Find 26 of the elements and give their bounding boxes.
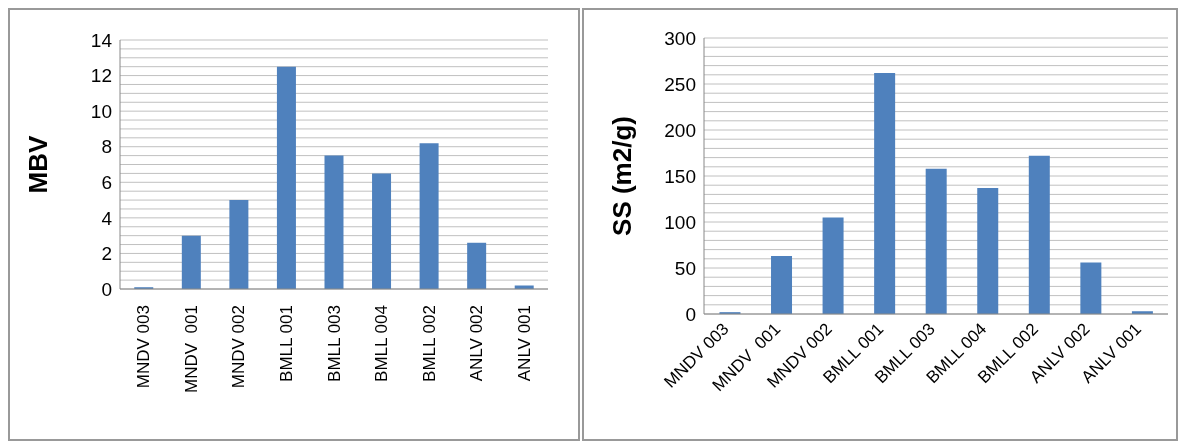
y-tick-label: 8	[101, 136, 112, 158]
y-tick-label: 250	[664, 73, 696, 95]
x-tick-label: BMLL 004	[372, 305, 392, 382]
y-tick-label: 200	[664, 119, 696, 141]
y-tick-label: 14	[90, 29, 113, 51]
y-tick-label: 10	[90, 100, 112, 122]
x-tick-label: BMLL 001	[276, 305, 296, 382]
y-tick-label: 300	[664, 27, 696, 49]
y-tick-label: 4	[101, 207, 113, 229]
y-tick-label: 6	[101, 172, 112, 194]
x-tick-label: MNDV 003	[134, 305, 154, 389]
y-tick-label: 150	[664, 165, 696, 187]
x-tick-label: ANLV 002	[467, 305, 487, 382]
x-tick-label: BMLL 003	[324, 305, 344, 382]
x-tick-label: MNDV 001	[181, 305, 201, 393]
y-tick-label: 2	[101, 243, 112, 265]
y-tick-label: 0	[101, 278, 112, 300]
y-axis-title: SS (m2/g)	[607, 116, 638, 236]
x-tick-label: MNDV 002	[229, 305, 249, 389]
y-axis-title: MBV	[23, 134, 54, 194]
y-tick-label: 12	[90, 65, 112, 87]
x-tick-label: BMLL 002	[419, 305, 439, 382]
y-tick-label: 0	[685, 303, 696, 325]
y-tick-label: 50	[674, 257, 696, 279]
y-tick-label: 100	[664, 211, 696, 233]
x-tick-label: ANLV 001	[514, 305, 534, 382]
